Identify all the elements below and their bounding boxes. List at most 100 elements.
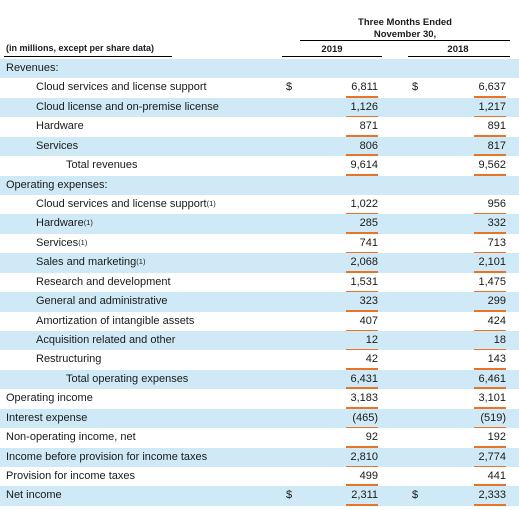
value-2018: 192 — [487, 431, 506, 444]
value-underline — [346, 426, 378, 429]
value-underline — [346, 387, 378, 390]
value-underline — [346, 503, 378, 506]
table-row: General and administrative 323 299 — [0, 292, 519, 312]
period-header-line1: Three Months Ended — [358, 17, 452, 28]
value-underline — [474, 232, 506, 234]
row-label: Sales and marketing(1) — [36, 253, 145, 272]
value-2019: 1,126 — [350, 100, 378, 113]
table-row: Revenues: — [0, 59, 519, 79]
period-header-line2: November 30, — [373, 29, 437, 40]
value-underline — [474, 503, 506, 506]
value-2018: 6,637 — [478, 81, 506, 94]
table-row: Services 806 817 — [0, 136, 519, 157]
table-row: Provision for income taxes 499 441 — [0, 467, 519, 487]
table-row: Acquisition related and other 12 18 — [0, 331, 519, 351]
value-2019: 1,022 — [350, 198, 378, 210]
table-row: Hardware(1) 285 332 — [0, 214, 519, 234]
value-underline — [474, 426, 506, 429]
table-row: Non-operating income, net 92 192 — [0, 428, 519, 448]
value-2018: 3,101 — [478, 392, 506, 405]
value-underline — [474, 446, 506, 448]
row-label: Total revenues — [66, 156, 138, 175]
value-underline — [346, 446, 378, 448]
value-2019: 2,311 — [351, 489, 378, 502]
value-2018: 143 — [487, 353, 506, 366]
value-2019: 92 — [365, 431, 378, 444]
unit-label: (in millions, except per share data) — [6, 43, 155, 53]
row-label: Services — [36, 137, 78, 156]
value-2019: 407 — [359, 314, 378, 327]
row-label-text: Hardware — [36, 217, 84, 230]
value-2019: 3,183 — [350, 392, 378, 405]
row-label-text: Revenues: — [6, 62, 59, 74]
value-2019: 9,614 — [350, 159, 378, 172]
value-underline — [346, 484, 378, 487]
value-underline — [346, 135, 378, 137]
value-underline — [474, 465, 506, 468]
row-label: Provision for income taxes — [6, 467, 135, 486]
row-label-text: Amortization of intangible assets — [36, 314, 195, 327]
value-underline — [346, 407, 378, 409]
value-2019: 499 — [359, 470, 378, 483]
value-underline — [346, 96, 378, 98]
value-underline — [474, 387, 506, 390]
value-2018: 9,562 — [478, 159, 506, 172]
row-label: Services(1) — [36, 234, 87, 253]
table-row: Net income $ $2,311 2,333 — [0, 486, 519, 506]
row-label: Restructuring — [36, 350, 101, 369]
period-rule — [300, 40, 510, 41]
value-2018: 6,461 — [478, 372, 506, 385]
currency-symbol-2019: $ — [286, 489, 293, 502]
row-label-text: Research and development — [36, 275, 171, 288]
value-2019: 871 — [359, 120, 378, 133]
value-2018: 424 — [487, 314, 506, 327]
value-underline — [474, 367, 506, 370]
row-label-text: Services — [36, 236, 79, 249]
value-underline — [474, 407, 506, 409]
row-label-text: General and administrative — [36, 295, 168, 308]
row-label-text: Cloud services and license support — [36, 81, 207, 94]
value-underline — [346, 290, 378, 293]
table-row: Operating income 3,183 3,101 — [0, 389, 519, 409]
value-2018: 18 — [493, 334, 506, 347]
row-label-text: Acquisition related and other — [36, 334, 176, 347]
value-underline — [474, 310, 506, 312]
value-underline — [474, 290, 506, 293]
row-label: General and administrative — [36, 292, 167, 311]
value-2018: 713 — [487, 236, 506, 249]
currency-symbol-2019: $ — [286, 81, 293, 94]
value-2018: 2,774 — [478, 450, 506, 463]
value-underline — [474, 115, 506, 118]
footnote-marker: (1) — [83, 218, 93, 228]
value-2019: 6,811 — [351, 81, 378, 94]
value-2018: 891 — [487, 120, 506, 133]
row-label-text: Income before provision for income taxes — [6, 450, 208, 463]
value-2019: (465) — [352, 411, 378, 424]
value-underline — [474, 329, 506, 331]
value-underline — [474, 251, 506, 254]
row-label: Total operating expenses — [66, 370, 188, 389]
row-label-text: Sales and marketing — [36, 256, 137, 269]
value-underline — [346, 310, 378, 312]
row-label-text: Services — [36, 139, 79, 152]
value-underline — [474, 484, 506, 487]
currency-symbol-2018: $ — [412, 489, 419, 502]
currency-symbol-2018: $ — [412, 81, 419, 94]
value-2019: 42 — [365, 353, 378, 366]
table-row: Restructuring 42 143 — [0, 350, 519, 370]
value-2019: 12 — [365, 334, 378, 347]
row-label-text: Hardware — [36, 120, 84, 133]
table-row: Operating expenses: — [0, 175, 519, 195]
value-2019: 806 — [359, 139, 378, 152]
footnote-marker: (1) — [136, 257, 146, 267]
unit-rule — [4, 56, 172, 57]
value-underline — [474, 154, 506, 157]
row-label-text: Cloud license and on-premise license — [36, 100, 219, 113]
row-label: Non-operating income, net — [6, 428, 136, 447]
table-row: Research and development 1,531 1,475 — [0, 273, 519, 293]
value-underline — [346, 154, 378, 157]
value-underline — [474, 348, 506, 351]
value-2019: 2,068 — [350, 256, 378, 269]
row-label-text: Interest expense — [6, 411, 88, 424]
row-label: Cloud license and on-premise license — [36, 98, 219, 117]
